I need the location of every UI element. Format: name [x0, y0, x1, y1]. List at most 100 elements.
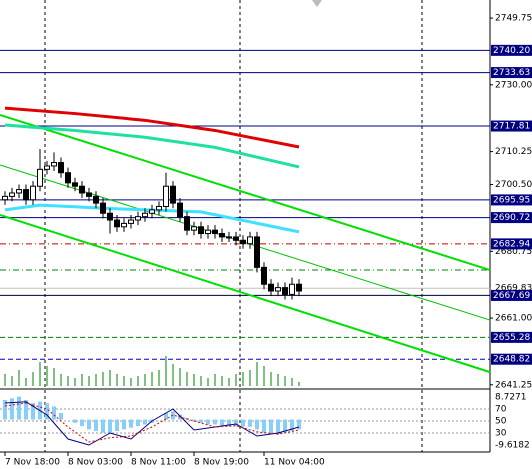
- level-label-box: [491, 194, 532, 206]
- candle-body: [282, 287, 288, 295]
- y-tick-label: 2700.50: [495, 180, 532, 190]
- macd-bar: [192, 419, 196, 422]
- level-label-box: [491, 331, 532, 343]
- candle-body: [226, 236, 232, 239]
- candle-body: [100, 202, 106, 214]
- macd-bar: [94, 419, 98, 431]
- candle-body: [79, 185, 85, 194]
- y-tick-label: 2730.00: [495, 80, 532, 90]
- macd-bar: [136, 419, 140, 427]
- macd-bar: [80, 419, 84, 427]
- y-tick-label: 2641.25: [495, 380, 532, 390]
- macd-bar: [297, 419, 301, 430]
- candle-body: [2, 195, 8, 201]
- level-label: 2655.28: [493, 333, 530, 343]
- candle-body: [247, 236, 253, 245]
- macd-bar: [164, 413, 168, 420]
- macd-bar: [17, 396, 21, 420]
- macd-bar: [276, 419, 280, 435]
- osc-tick-label: 50: [495, 417, 507, 427]
- level-label-box: [491, 120, 532, 132]
- candle-body: [254, 236, 260, 268]
- level-label: 2717.81: [493, 122, 530, 132]
- candle-body: [268, 283, 274, 292]
- level-label-box: [491, 212, 532, 224]
- y-tick-label: 2661.00: [495, 314, 532, 324]
- level-label-box: [491, 353, 532, 365]
- x-tick-label: 11 Nov 04:00: [264, 458, 325, 468]
- macd-bar: [122, 419, 126, 430]
- candle-body: [296, 283, 302, 292]
- candle-body: [37, 168, 43, 187]
- macd-bar: [255, 419, 259, 430]
- osc-tick-label: 30: [495, 429, 507, 439]
- level-label: 2733.63: [493, 68, 530, 78]
- candle-body: [93, 195, 99, 204]
- candle-body: [184, 216, 190, 231]
- scroll-marker: [312, 0, 322, 7]
- candle-body: [72, 182, 78, 187]
- candle-body: [58, 162, 64, 174]
- y-tick-label: 2710.25: [495, 147, 532, 157]
- candle-body: [107, 212, 113, 221]
- x-tick-label: 8 Nov 03:00: [68, 458, 123, 468]
- candle-body: [51, 162, 57, 167]
- candle-body: [156, 206, 162, 211]
- x-tick-label: 8 Nov 19:00: [194, 458, 249, 468]
- macd-bar: [241, 419, 245, 427]
- macd-bar: [129, 419, 133, 428]
- macd-bar: [3, 399, 7, 420]
- macd-bar: [220, 419, 224, 426]
- macd-bar: [199, 419, 203, 423]
- level-label: 2648.82: [493, 355, 530, 365]
- candle-body: [289, 283, 295, 295]
- osc-line: [4, 402, 300, 443]
- macd-bar: [262, 419, 266, 433]
- level-label: 2695.95: [493, 195, 530, 205]
- candle-body: [114, 219, 120, 228]
- x-tick-label: 8 Nov 11:00: [131, 458, 186, 468]
- candle-body: [30, 185, 36, 201]
- moving-average: [4, 123, 300, 169]
- macd-bar: [101, 419, 105, 433]
- candle-body: [275, 287, 281, 292]
- macd-bar: [234, 419, 238, 427]
- x-tick-label: 7 Nov 18:00: [5, 458, 60, 468]
- macd-bar: [227, 419, 231, 427]
- moving-average: [4, 106, 300, 149]
- candle-body: [135, 216, 141, 221]
- macd-bar: [269, 419, 273, 435]
- macd-bar: [290, 419, 294, 431]
- level-label-box: [491, 238, 532, 250]
- trendline: [0, 214, 491, 374]
- macd-bar: [143, 419, 147, 425]
- macd-bar: [73, 419, 77, 423]
- macd-bar: [24, 399, 28, 420]
- level-label-box: [491, 67, 532, 79]
- trendline: [0, 113, 491, 271]
- macd-bar: [283, 419, 287, 433]
- candle-body: [198, 226, 204, 235]
- candle-body: [128, 219, 134, 224]
- candle-body: [163, 185, 169, 208]
- bid-label: 2669.83: [495, 284, 532, 294]
- candle-body: [149, 209, 155, 214]
- level-label-box: [491, 289, 532, 301]
- candle-body: [261, 266, 267, 285]
- candle-body: [170, 185, 176, 204]
- candle-body: [9, 192, 15, 197]
- macd-bar: [115, 419, 119, 431]
- candle-body: [16, 189, 22, 194]
- candle-body: [86, 192, 92, 197]
- candle-body: [240, 239, 246, 245]
- candle-body: [177, 202, 183, 218]
- candle-body: [65, 172, 71, 184]
- macd-bar: [87, 419, 91, 430]
- osc-line: [4, 401, 300, 446]
- candle-body: [142, 212, 148, 218]
- y-tick-label: 2749.75: [495, 14, 532, 24]
- candle-body: [44, 165, 50, 170]
- macd-bar: [10, 398, 14, 420]
